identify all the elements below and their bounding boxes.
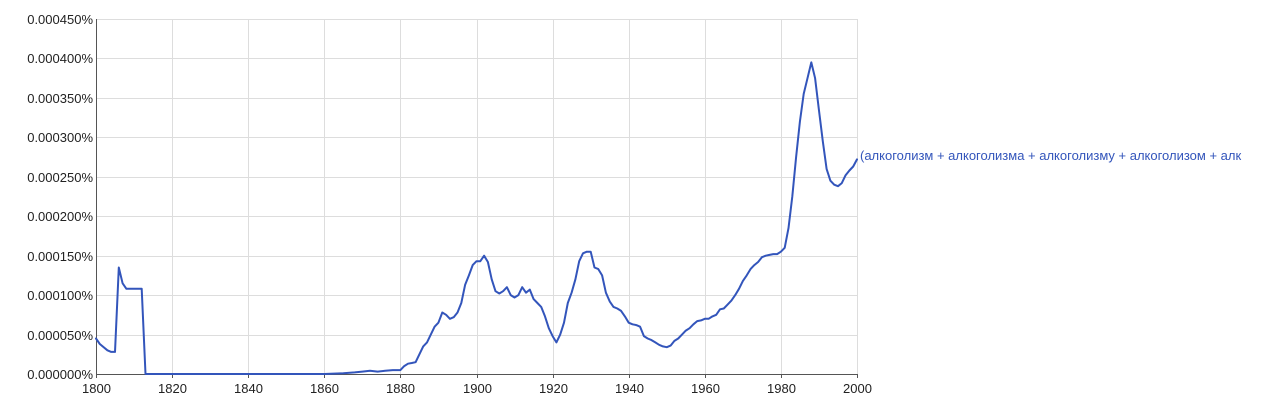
x-tick-label: 1920 [539,381,568,396]
y-tick-label: 0.000100% [27,288,93,303]
x-tick-label: 1960 [691,381,720,396]
series-line[interactable] [95,61,858,375]
x-tick-label: 1880 [386,381,415,396]
y-tick-label: 0.000000% [27,367,93,382]
x-tick-label: 1800 [82,381,111,396]
y-tick-label: 0.000300% [27,130,93,145]
x-tick-label: 1980 [767,381,796,396]
y-tick-label: 0.000200% [27,209,93,224]
x-tick-label: 2000 [843,381,872,396]
y-tick-label: 0.000450% [27,12,93,27]
x-tick-label: 1820 [158,381,187,396]
series-layer [95,61,858,375]
y-tick-label: 0.000250% [27,170,93,185]
grid [96,19,858,375]
x-tick-label: 1900 [463,381,492,396]
x-tick-label: 1940 [615,381,644,396]
series-end-label[interactable]: (алкоголизм + алкоголизма + алкоголизму … [860,148,1241,163]
axes [96,19,858,378]
y-tick-label: 0.000350% [27,91,93,106]
y-tick-label: 0.000400% [27,51,93,66]
y-tick-label: 0.000050% [27,328,93,343]
labels: 0.000000% 0.000050% 0.000100% 0.000150% 0.00… [27,12,1241,396]
x-tick-label: 1860 [310,381,339,396]
x-tick-label: 1840 [234,381,263,396]
y-tick-label: 0.000150% [27,249,93,264]
